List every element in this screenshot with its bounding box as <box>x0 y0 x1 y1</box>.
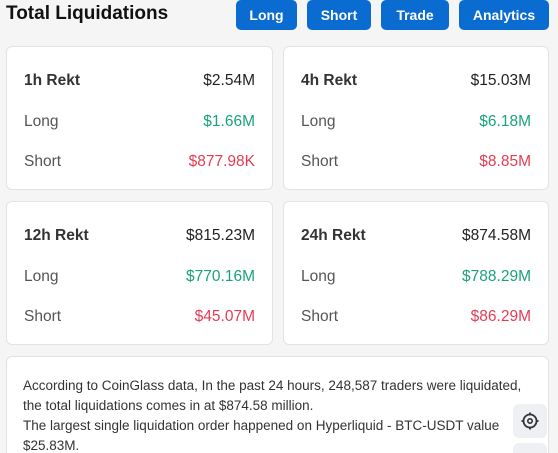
card-1h: 1h Rekt $2.54M Long $1.66M Short $877.98… <box>6 46 273 190</box>
settings-button[interactable] <box>513 404 547 438</box>
short-row: Short $8.85M <box>301 153 531 171</box>
analytics-button[interactable]: Analytics <box>459 0 549 30</box>
liquidation-summary-panel: According to CoinGlass data, In the past… <box>6 356 549 453</box>
card-12h: 12h Rekt $815.23M Long $770.16M Short $4… <box>6 201 273 345</box>
secondary-float-button[interactable] <box>513 443 547 453</box>
long-row: Long $6.18M <box>301 113 531 131</box>
card-24h: 24h Rekt $874.58M Long $788.29M Short $8… <box>283 201 549 345</box>
short-label: Short <box>301 153 339 170</box>
period-label: 24h Rekt <box>301 227 366 244</box>
settings-icon <box>521 412 539 430</box>
long-label: Long <box>24 268 59 285</box>
card-header-row: 12h Rekt $815.23M <box>24 227 255 245</box>
short-value: $45.07M <box>194 308 255 325</box>
long-row: Long $788.29M <box>301 268 531 286</box>
long-button[interactable]: Long <box>236 0 297 30</box>
total-value: $815.23M <box>186 227 255 244</box>
short-button[interactable]: Short <box>307 0 371 30</box>
short-row: Short $45.07M <box>24 308 255 326</box>
long-value: $788.29M <box>462 268 531 285</box>
period-label: 12h Rekt <box>24 227 89 244</box>
long-label: Long <box>24 113 59 130</box>
total-value: $874.58M <box>462 227 531 244</box>
card-4h: 4h Rekt $15.03M Long $6.18M Short $8.85M <box>283 46 549 190</box>
long-row: Long $1.66M <box>24 113 255 131</box>
short-value: $877.98K <box>188 153 255 170</box>
card-header-row: 24h Rekt $874.58M <box>301 227 531 245</box>
short-label: Short <box>24 308 62 325</box>
long-value: $1.66M <box>203 113 255 130</box>
header: Total Liquidations Long Short Trade Anal… <box>0 0 558 30</box>
long-value: $770.16M <box>186 268 255 285</box>
long-label: Long <box>301 113 336 130</box>
long-label: Long <box>301 268 336 285</box>
long-row: Long $770.16M <box>24 268 255 286</box>
short-value: $8.85M <box>479 153 531 170</box>
card-header-row: 1h Rekt $2.54M <box>24 72 255 90</box>
summary-line-2: The largest single liquidation order hap… <box>23 418 500 453</box>
trade-button[interactable]: Trade <box>381 0 449 30</box>
total-value: $2.54M <box>203 72 255 89</box>
card-header-row: 4h Rekt $15.03M <box>301 72 531 90</box>
short-value: $86.29M <box>470 308 531 325</box>
summary-line-1: According to CoinGlass data, In the past… <box>23 378 522 413</box>
total-value: $15.03M <box>470 72 531 89</box>
period-label: 4h Rekt <box>301 72 357 89</box>
summary-text: According to CoinGlass data, In the past… <box>23 376 523 453</box>
long-value: $6.18M <box>479 113 531 130</box>
short-label: Short <box>24 153 62 170</box>
short-row: Short $86.29M <box>301 308 531 326</box>
page-title: Total Liquidations <box>6 3 169 24</box>
period-label: 1h Rekt <box>24 72 80 89</box>
short-row: Short $877.98K <box>24 153 255 171</box>
short-label: Short <box>301 308 339 325</box>
